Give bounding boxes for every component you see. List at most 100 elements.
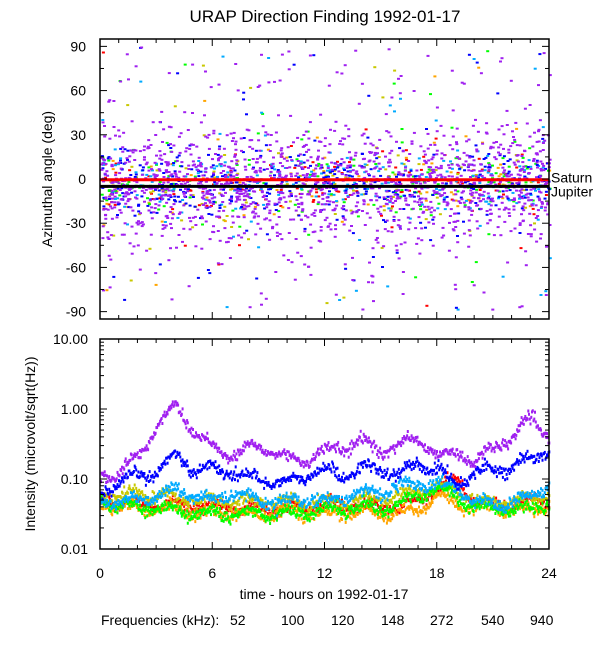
azimuth-point-148: [116, 181, 120, 184]
azimuth-point-940: [309, 273, 313, 276]
azimuth-point-540: [137, 203, 141, 206]
intensity-point: [347, 507, 350, 511]
azimuth-point-940: [301, 145, 305, 148]
azimuth-point-540: [510, 182, 514, 185]
azimuth-point-540: [378, 196, 382, 199]
azimuth-point-940: [238, 193, 242, 195]
intensity-point: [310, 517, 313, 521]
intensity-point: [225, 511, 228, 515]
intensity-point: [280, 513, 283, 517]
intensity-point: [375, 512, 378, 516]
intensity-point: [276, 508, 279, 512]
azimuth-point-940: [134, 149, 138, 152]
azimuth-point-272: [345, 188, 349, 190]
intensity-point: [348, 505, 351, 509]
azimuth-point-940: [211, 158, 214, 161]
azimuth-point-940: [379, 212, 383, 215]
azimuth-point-940: [385, 130, 389, 133]
intensity-point: [213, 509, 216, 513]
azimuth-point-940: [247, 205, 251, 208]
intensity-point: [245, 512, 248, 516]
azimuth-point-540: [218, 204, 222, 207]
azimuth-point-940: [142, 149, 146, 152]
azimuth-point-940: [429, 166, 433, 169]
azimuth-point-940: [143, 200, 146, 203]
azimuth-point-940: [353, 154, 357, 157]
azimuth-point-940: [217, 83, 221, 86]
intensity-point: [298, 509, 301, 513]
azimuth-point-940: [290, 261, 294, 264]
azimuth-point-120: [212, 170, 216, 173]
intensity-point: [290, 512, 293, 516]
azimuth-point-100: [329, 194, 333, 197]
azimuth-point-52: [519, 247, 523, 250]
azimuth-point-940: [479, 199, 483, 202]
intensity-point: [207, 502, 209, 506]
intensity-point: [179, 508, 182, 512]
azimuth-point-940: [141, 223, 145, 226]
azimuth-point-940: [162, 181, 166, 184]
azimuth-point-148: [127, 180, 131, 183]
azimuth-point-540: [167, 144, 171, 147]
azimuth-point-100: [340, 220, 344, 223]
intensity-point: [371, 503, 374, 507]
azimuth-point-940: [448, 144, 452, 147]
azimuth-point-940: [217, 210, 221, 213]
azimuth-point-940: [287, 50, 291, 53]
intensity-point: [412, 499, 415, 503]
azimuth-point-940: [149, 144, 153, 146]
azimuth-point-940: [268, 150, 272, 152]
azimuth-point-272: [256, 182, 259, 184]
azimuth-point-540: [408, 193, 412, 196]
intensity-point: [141, 501, 144, 505]
intensity-point: [119, 505, 122, 509]
azimuth-point-120: [130, 165, 134, 168]
azimuth-point-940: [228, 202, 232, 205]
azimuth-point-940: [106, 208, 110, 211]
azimuth-point-940: [189, 194, 193, 197]
azimuth-point-272: [123, 205, 127, 208]
azimuth-point-52: [147, 175, 151, 178]
azimuth-point-540: [126, 149, 130, 152]
azimuth-point-940: [229, 171, 233, 174]
azimuth-point-148: [486, 50, 490, 53]
azimuth-point-540: [328, 190, 331, 193]
azimuth-point-940: [221, 194, 225, 197]
azimuth-point-272: [159, 194, 163, 197]
intensity-point: [141, 508, 144, 512]
azimuth-point-940: [211, 230, 215, 233]
azimuth-point-940: [239, 190, 243, 193]
intensity-point: [153, 505, 156, 509]
intensity-point: [147, 505, 150, 509]
azimuth-point-540: [326, 182, 330, 185]
intensity-point: [413, 497, 416, 500]
azimuth-point-940: [294, 238, 298, 240]
azimuth-point-940: [469, 192, 472, 195]
intensity-point: [330, 512, 333, 516]
azimuth-point-940: [256, 204, 260, 207]
azimuth-point-100: [528, 205, 532, 208]
intensity-point: [105, 506, 108, 510]
azimuth-point-940: [385, 190, 389, 193]
azimuth-point-52: [497, 182, 501, 185]
azimuth-point-940: [277, 198, 281, 201]
azimuth-point-940: [376, 207, 380, 210]
azimuth-point-272: [443, 208, 447, 211]
azimuth-point-940: [433, 209, 436, 212]
azimuth-point-148: [247, 163, 251, 166]
intensity-point: [321, 499, 324, 503]
azimuth-point-52: [456, 181, 460, 184]
azimuth-point-100: [382, 205, 386, 208]
azimuth-point-940: [505, 109, 509, 112]
intensity-point: [469, 496, 472, 500]
azimuth-point-540: [459, 196, 463, 199]
azimuth-point-940: [342, 216, 346, 219]
azimuth-point-940: [426, 132, 430, 135]
intensity-point: [533, 503, 536, 506]
azimuth-point-940: [411, 180, 415, 183]
azimuth-point-940: [277, 191, 280, 194]
azimuth-point-940: [236, 189, 240, 192]
azimuth-point-940: [332, 201, 335, 204]
azimuth-point-120: [213, 176, 217, 179]
intensity-point: [511, 507, 514, 511]
